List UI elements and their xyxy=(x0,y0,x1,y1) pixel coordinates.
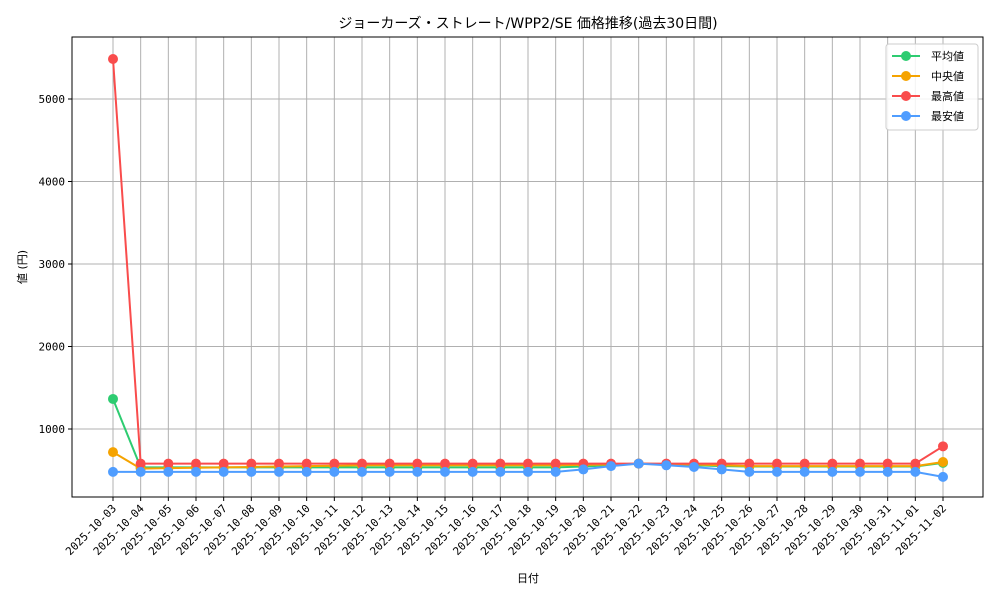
data-point xyxy=(163,466,174,477)
data-point xyxy=(938,471,948,482)
data-point xyxy=(578,464,589,475)
legend-marker-icon xyxy=(901,111,911,121)
data-point xyxy=(384,458,395,469)
data-point xyxy=(495,466,506,477)
data-point xyxy=(550,466,561,477)
data-point xyxy=(882,466,893,477)
y-tick-label: 1000 xyxy=(39,423,66,436)
y-tick-label: 5000 xyxy=(39,93,66,106)
data-point xyxy=(827,466,838,477)
data-point xyxy=(467,458,478,469)
data-point xyxy=(467,466,478,477)
data-point xyxy=(218,458,229,469)
legend-item: 最高値 xyxy=(892,89,964,103)
data-point xyxy=(412,458,423,469)
data-point xyxy=(329,466,340,477)
data-point xyxy=(938,457,948,467)
data-point xyxy=(882,458,893,469)
legend-label: 平均値 xyxy=(931,50,964,63)
chart-title: ジョーカーズ・ストレート/WPP2/SE 価格推移(過去30日間) xyxy=(338,16,717,32)
data-point xyxy=(301,458,312,469)
data-point xyxy=(191,466,201,477)
data-series xyxy=(108,53,948,482)
data-point xyxy=(246,458,257,469)
legend-label: 最高値 xyxy=(931,89,964,103)
y-axis-ticks: 1000 2000 3000 4000 5000 xyxy=(39,93,72,436)
y-tick-label: 3000 xyxy=(39,258,66,271)
data-point xyxy=(772,458,782,469)
x-axis-ticks: 2025-10-032025-10-042025-10-052025-10-06… xyxy=(63,497,949,558)
data-point xyxy=(855,458,865,469)
legend-label: 中央値 xyxy=(931,70,964,83)
y-axis-label: 値 (円) xyxy=(16,250,29,284)
data-point xyxy=(329,458,340,469)
y-tick-label: 2000 xyxy=(39,341,66,354)
legend-item: 平均値 xyxy=(892,50,964,63)
legend-marker-icon xyxy=(901,91,911,101)
data-point xyxy=(108,466,118,477)
legend-item: 中央値 xyxy=(892,70,964,83)
data-point xyxy=(301,466,312,477)
data-point xyxy=(440,458,450,469)
data-point xyxy=(357,466,367,477)
data-point xyxy=(633,458,644,469)
legend-marker-icon xyxy=(901,51,911,61)
data-point xyxy=(274,466,284,477)
data-point xyxy=(218,466,229,477)
series-line xyxy=(108,458,948,482)
legend-marker-icon xyxy=(901,71,911,81)
data-point xyxy=(855,466,865,477)
data-point xyxy=(412,466,423,477)
legend-label: 最安値 xyxy=(931,109,964,123)
data-point xyxy=(384,466,395,477)
y-tick-label: 4000 xyxy=(39,176,66,189)
legend-item: 最安値 xyxy=(892,109,964,123)
data-point xyxy=(135,466,146,477)
data-point xyxy=(191,458,201,469)
data-point xyxy=(523,458,533,469)
data-point xyxy=(606,461,616,472)
data-point xyxy=(246,466,257,477)
data-point xyxy=(938,441,948,452)
data-point xyxy=(135,458,146,469)
data-point xyxy=(910,458,921,469)
data-point xyxy=(799,466,810,477)
data-point xyxy=(827,458,838,469)
data-point xyxy=(772,466,782,477)
data-point xyxy=(799,458,810,469)
data-point xyxy=(716,464,727,475)
grid-lines xyxy=(72,37,983,497)
data-point xyxy=(108,53,118,64)
data-point xyxy=(440,466,450,477)
data-point xyxy=(357,458,367,469)
data-point xyxy=(744,466,755,477)
data-point xyxy=(108,393,118,404)
data-point xyxy=(108,447,118,458)
data-point xyxy=(163,458,174,469)
data-point xyxy=(661,460,672,471)
data-point xyxy=(910,466,921,477)
data-point xyxy=(550,458,561,469)
data-point xyxy=(495,458,506,469)
data-point xyxy=(274,458,284,469)
data-point xyxy=(523,466,533,477)
x-axis-label: 日付 xyxy=(517,572,539,585)
data-point xyxy=(689,461,699,472)
data-point xyxy=(744,458,755,469)
